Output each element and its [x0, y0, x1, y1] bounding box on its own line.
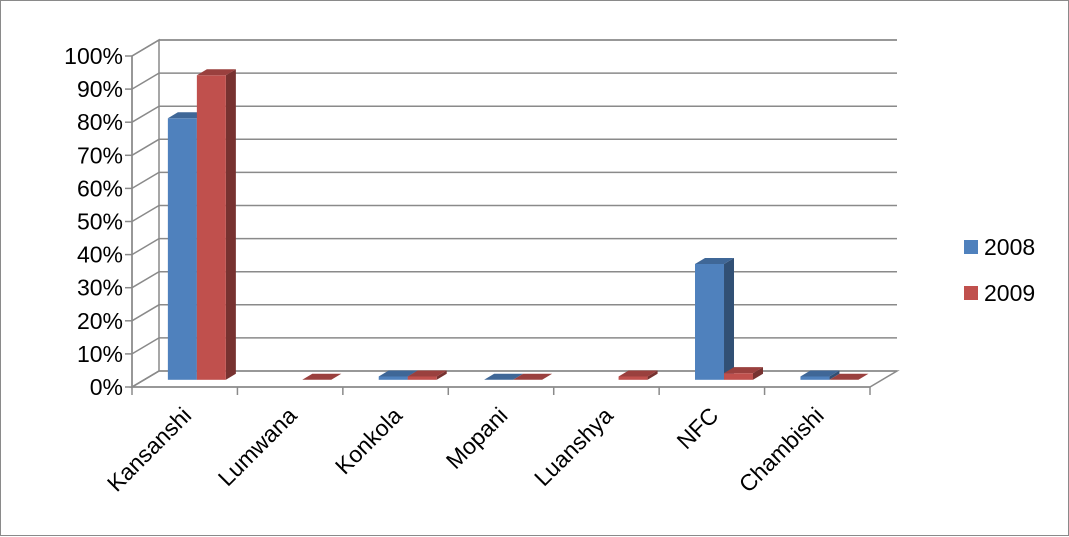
bars [167, 69, 869, 380]
y-tick-label: 60% [77, 175, 123, 201]
x-tick-label: Lumwana [213, 402, 302, 491]
gridline [131, 138, 897, 156]
gridline [131, 39, 897, 57]
bar-top-face [724, 367, 764, 374]
bar-top-face [695, 257, 735, 264]
y-tick-label: 100% [64, 43, 123, 69]
y-tick-label: 80% [77, 109, 123, 135]
bar-front-face [167, 118, 197, 380]
gridline [131, 204, 897, 223]
legend-label: 2009 [984, 280, 1035, 306]
y-tick-label: 70% [77, 142, 123, 168]
bar-2009-luanshya [618, 370, 658, 380]
bar-top-face [484, 373, 524, 380]
bar-front-face [196, 75, 226, 380]
bar-front-face [618, 376, 648, 380]
bar-2009-lumwana [302, 373, 342, 380]
y-tick-label: 50% [77, 209, 123, 235]
x-tick-label: NFC [672, 402, 724, 454]
x-tick-label: Chambishi [734, 402, 829, 497]
legend: 2008 2009 [964, 234, 1035, 306]
bar-side-face [436, 370, 447, 380]
y-axis-tick-labels: 0% 10% 20% 30% 40% 50% 60% 70% 80% 90% 100% [64, 43, 123, 400]
bar-top-face [829, 373, 869, 380]
legend-swatch [964, 240, 978, 254]
x-tick-label: Luanshya [529, 402, 618, 491]
bar-top-face [513, 373, 553, 380]
y-tick-label: 90% [77, 76, 123, 102]
legend-label: 2008 [984, 234, 1035, 260]
y-tick-label: 40% [77, 242, 123, 268]
bar-side-face [724, 257, 735, 380]
gridline [131, 237, 897, 256]
x-axis-tick-labels: Kansanshi Lumwana Konkola Mopani Luanshya NFC… [102, 402, 829, 497]
bar-2009-kansanshi [196, 69, 236, 380]
x-tick-label: Kansanshi [102, 402, 196, 496]
x-tick-label: Konkola [330, 402, 407, 479]
legend-swatch [964, 286, 978, 300]
gridline [131, 304, 897, 322]
bar-side-face [829, 370, 840, 380]
legend-item-2009: 2009 [964, 280, 1035, 306]
x-tick-label: Mopani [441, 402, 513, 474]
gridlines [131, 39, 897, 388]
bar-2008-mopani [484, 373, 524, 380]
bar-front-face [407, 376, 437, 380]
bar-2009-chambishi [829, 373, 869, 380]
gridline [131, 337, 897, 355]
gridline [131, 270, 897, 289]
bar-top-face [618, 370, 658, 377]
bar-top-face [800, 370, 840, 377]
bar-top-face [196, 69, 236, 76]
legend-item-2008: 2008 [964, 234, 1035, 260]
y-tick-label: 10% [77, 341, 123, 367]
gridline [131, 72, 897, 90]
bar-side-face [647, 370, 658, 380]
bar-front-face [800, 376, 830, 380]
bar-2009-konkola [407, 370, 447, 380]
y-tick-label: 30% [77, 275, 123, 301]
y-tick-label: 0% [90, 374, 123, 400]
bar-side-face [225, 69, 236, 380]
axes [125, 55, 871, 395]
y-tick-label: 20% [77, 308, 123, 334]
gridline [131, 105, 897, 123]
bar-front-face [695, 263, 725, 380]
bar-2008-chambishi [800, 370, 840, 380]
bar-2008-nfc [695, 257, 735, 380]
bar-side-face [753, 367, 764, 380]
bar-front-face [378, 376, 408, 380]
bar-2009-nfc [724, 367, 764, 380]
bar-front-face [724, 373, 754, 380]
bar-2009-mopani [513, 373, 553, 380]
chart-walls [129, 38, 900, 389]
bar-top-face [302, 373, 342, 380]
bar-top-face [378, 370, 418, 377]
gridline [131, 171, 897, 190]
bar-top-face [407, 370, 447, 377]
